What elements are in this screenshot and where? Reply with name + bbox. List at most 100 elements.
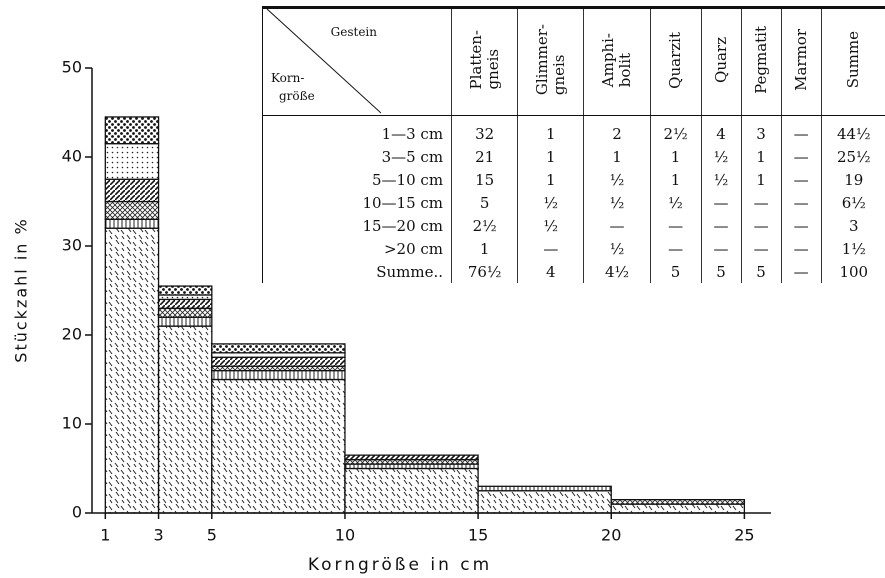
table-row: 10—15 cm 5 ½ ½ ½ — — —6½ — [263, 191, 885, 214]
y-axis-label: Stückzahl in % — [12, 217, 31, 362]
histogram-segment — [104, 200, 160, 220]
table-cell: — — [780, 260, 822, 283]
column-label-line: bolit — [616, 52, 635, 88]
table-cell: 32 — [451, 115, 518, 145]
histogram-segment — [477, 490, 612, 514]
table-cell: — — [780, 115, 822, 145]
table-cell: — — [780, 168, 822, 191]
histogram-segment — [157, 316, 213, 327]
row-label: 15—20 cm — [362, 216, 444, 235]
column-label-line: Glimmer- — [532, 24, 551, 96]
column-header: Glimmer-gneis — [517, 9, 584, 116]
corner: Gestein Korn-größe — [266, 9, 381, 115]
table-cell: — — [700, 214, 742, 237]
table-cell: — — [649, 237, 702, 260]
corner-bottom: größe — [279, 89, 315, 103]
column-label: Platten-gneis — [467, 30, 502, 90]
table-cell: 44½ — [820, 115, 885, 145]
table-cell: — — [780, 237, 822, 260]
table-cell: 1½ — [820, 237, 885, 260]
table-cell: 76½ — [451, 260, 518, 283]
corner-bottom: Korn- — [271, 71, 305, 85]
column-label: Quarz — [711, 37, 730, 83]
column-label: Marmor — [791, 29, 810, 91]
table-cell: 6½ — [820, 191, 885, 214]
histogram-segment — [211, 369, 346, 381]
y-tick-label: 40 — [62, 147, 82, 166]
row-label: 10—15 cm — [362, 193, 444, 212]
column-label: Glimmer-gneis — [532, 24, 568, 96]
histogram-segment — [211, 365, 346, 372]
table-cell: 1 — [740, 168, 782, 191]
table-cell: 4 — [517, 260, 584, 283]
histogram-segment — [157, 298, 213, 309]
column-label-line: gneis — [549, 54, 568, 96]
table-cell: — — [517, 237, 584, 260]
column-header: Marmor — [780, 9, 822, 116]
column-header: Amphi-bolit — [583, 9, 651, 116]
diagonal — [266, 9, 381, 114]
table-cell: ½ — [583, 191, 651, 214]
table-cell: 1 — [517, 145, 584, 168]
column-label: Pegmatit — [751, 26, 770, 94]
table-cell: 15 — [451, 168, 518, 191]
table-cell: — — [740, 214, 782, 237]
histogram-segment — [157, 325, 213, 514]
histogram-segment — [104, 227, 160, 514]
table-row: 5—10 cm 15 1 ½ 1 ½ 1—19 — [263, 168, 885, 191]
table-cell: ½ — [700, 145, 742, 168]
histogram-segment — [211, 343, 346, 354]
x-tick-label: 20 — [601, 526, 621, 545]
column-label-line: Marmor — [791, 29, 810, 91]
table-cell: 1 — [517, 168, 584, 191]
x-tick-label: 15 — [468, 526, 488, 545]
table-cell: 2½ — [649, 115, 702, 145]
corner-top: Gestein — [330, 25, 377, 39]
table-cell: 3 — [820, 214, 885, 237]
row-label: 5—10 cm — [372, 170, 444, 189]
column-label-line: Summe — [844, 31, 863, 89]
x-tick-label: 10 — [335, 526, 355, 545]
table-row: 15—20 cm 2½ ½ — — — — —3 — [263, 214, 885, 237]
table-cell: 1 — [583, 145, 651, 168]
table-cell: — — [700, 237, 742, 260]
x-tick-label: 5 — [207, 526, 217, 545]
row-label: 3—5 cm — [381, 147, 444, 166]
table-cell: 5 — [700, 260, 742, 283]
table-cell: 5 — [451, 191, 518, 214]
column-header: Quarz — [700, 9, 742, 116]
x-tick-label: 1 — [100, 526, 110, 545]
table-cell: — — [780, 214, 822, 237]
table-cell: — — [583, 214, 651, 237]
row-label: 1—3 cm — [381, 124, 444, 143]
histogram-segment — [344, 467, 479, 514]
column-header: Platten-gneis — [451, 9, 518, 116]
histogram-segment — [104, 116, 160, 145]
histogram-segment — [104, 178, 160, 203]
table-cell: ½ — [700, 168, 742, 191]
table-cell: — — [780, 191, 822, 214]
column-label-line: Pegmatit — [751, 26, 770, 94]
column-header: Quarzit — [649, 9, 702, 116]
column-label-line: Quarz — [711, 37, 730, 83]
y-tick-label: 30 — [62, 236, 82, 255]
table-cell: — — [740, 237, 782, 260]
table-row: Summe.. 76½ 4 4½ 5 5 5—100 — [263, 260, 885, 283]
table-cell: 4½ — [583, 260, 651, 283]
column-label: Quarzit — [666, 32, 684, 89]
table-cell: — — [649, 214, 702, 237]
table-cell: 1 — [649, 145, 702, 168]
table-cell: 1 — [517, 115, 584, 145]
table-cell: 21 — [451, 145, 518, 168]
histogram-segment — [104, 218, 160, 229]
y-tick-label: 20 — [62, 325, 82, 344]
table-cell: 100 — [820, 260, 885, 283]
table-cell: — — [780, 145, 822, 168]
table-cell: 25½ — [820, 145, 885, 168]
table-cell: ½ — [517, 191, 584, 214]
histogram-segment — [477, 485, 612, 492]
table-cell: 1 — [451, 237, 518, 260]
table-cell: 5 — [740, 260, 782, 283]
table-cell: ½ — [583, 237, 651, 260]
